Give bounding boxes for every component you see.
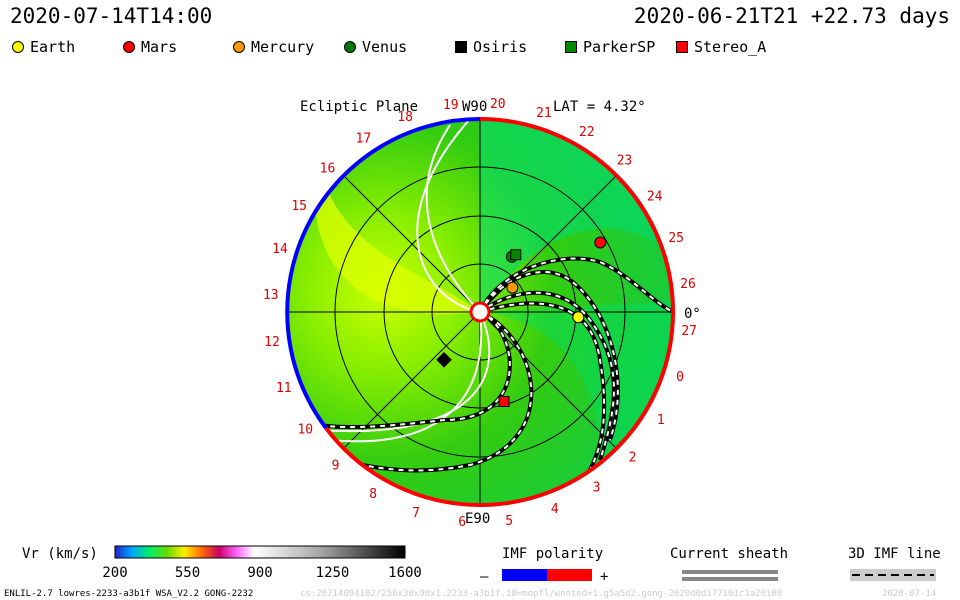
legend-parkersp-label: ParkerSP <box>583 38 656 56</box>
rotation-number-24: 24 <box>647 189 663 204</box>
rotation-number-17: 17 <box>356 131 372 146</box>
legend-osiris-label: Osiris <box>473 38 528 56</box>
earth-marker-icon <box>12 41 24 53</box>
legend-stereo-a-label: Stereo_A <box>694 38 767 56</box>
rotation-number-9: 9 <box>332 459 340 474</box>
polarity-rim-negative <box>285 117 481 430</box>
venus-marker-icon <box>344 41 356 53</box>
colorbar-tick-550: 550 <box>175 565 200 581</box>
polarity-negative-swatch <box>502 569 547 581</box>
body-mercury <box>506 281 519 294</box>
rotation-number-2: 2 <box>629 450 637 465</box>
body-stereo-a <box>498 396 510 407</box>
parkersp-marker-icon <box>565 41 577 53</box>
colorbar <box>114 545 406 559</box>
footer-middle: cs:20714094102/256x30x90x1.2233-a3b1f.18… <box>300 589 782 599</box>
osiris-marker-icon <box>455 41 467 53</box>
body-legend: Earth Mars Mercury Venus Osiris ParkerSP… <box>12 38 952 58</box>
rotation-number-12: 12 <box>264 335 280 350</box>
colorbar-tick-1250: 1250 <box>316 565 350 581</box>
rotation-number-19: 19 <box>443 98 459 113</box>
legend-mercury: Mercury <box>233 38 314 56</box>
rotation-number-21: 21 <box>536 106 552 121</box>
legend-osiris: Osiris <box>455 38 527 56</box>
polarity-positive-swatch <box>547 569 592 581</box>
legend-parkersp: ParkerSP <box>565 38 655 56</box>
body-parkersp <box>510 249 522 261</box>
zero-label: 0° <box>684 306 701 322</box>
rotation-number-14: 14 <box>272 242 288 257</box>
rotation-number-3: 3 <box>593 481 601 496</box>
legend-venus-label: Venus <box>362 38 408 56</box>
body-osiris <box>436 352 452 368</box>
rotation-numbers: 19 20212223242526270123456789101112131415… <box>263 97 697 530</box>
plane-label: Ecliptic Plane <box>300 99 418 115</box>
rotation-number-26: 26 <box>680 277 696 292</box>
mars-marker-icon <box>123 41 135 53</box>
rotation-number-22: 22 <box>579 125 595 140</box>
polarity-plus: + <box>600 569 608 585</box>
imf-line-title: 3D IMF line <box>848 546 941 562</box>
body-mars <box>594 236 607 249</box>
rotation-number-25: 25 <box>668 231 684 246</box>
body-earth <box>572 311 585 324</box>
polarity-rim-positive <box>324 117 675 508</box>
rotation-number-10: 10 <box>297 423 313 438</box>
legend-venus: Venus <box>344 38 407 56</box>
legend-earth: Earth <box>12 38 75 56</box>
imf-field-lines <box>319 119 491 443</box>
rotation-number-5: 5 <box>505 514 513 529</box>
e90-label: E90 <box>465 511 490 527</box>
left-timestamp: 2020-07-14T14:00 <box>10 4 213 28</box>
imf-polarity-title: IMF polarity <box>502 546 603 562</box>
w90-label: W90 <box>462 99 487 115</box>
colorbar-ticks: 200 550 900 1250 1600 <box>102 565 422 581</box>
rotation-number-16: 16 <box>320 162 336 177</box>
current-sheath-title: Current sheath <box>670 546 788 562</box>
rotation-number-23: 23 <box>617 154 633 169</box>
stereo-a-marker-icon <box>676 41 688 53</box>
rotation-number-8: 8 <box>369 487 377 502</box>
lat-label: LAT = 4.32° <box>553 99 646 115</box>
mercury-marker-icon <box>233 41 245 53</box>
rotation-number-15: 15 <box>291 199 307 214</box>
legend-stereo-a: Stereo_A <box>676 38 766 56</box>
imf-3d-lines-dash <box>319 257 673 472</box>
rotation-number-6: 6 <box>458 515 466 530</box>
legend-earth-label: Earth <box>30 38 76 56</box>
right-timestamp: 2020-06-21T21 +22.73 days <box>633 4 950 28</box>
rotation-number-4: 4 <box>551 502 559 517</box>
colorbar-tick-200: 200 <box>102 565 127 581</box>
rotation-number-18: 18 <box>397 110 413 125</box>
fast-stream-region <box>315 160 480 315</box>
colorbar-label: Vr (km/s) <box>22 546 98 562</box>
rotation-number-20: 20 <box>490 97 506 112</box>
legend-mars-label: Mars <box>141 38 178 56</box>
footer-right: 2020-07-14 <box>882 589 936 599</box>
legend-mercury-label: Mercury <box>251 38 315 56</box>
rotation-number-11: 11 <box>276 381 292 396</box>
rotation-number-27: 27 <box>681 324 697 339</box>
footer-left: ENLIL-2.7 lowres-2233-a3b1f WSA_V2.2 GON… <box>4 589 253 599</box>
colorbar-tick-1600: 1600 <box>388 565 422 581</box>
rotation-number-0: 0 <box>676 370 684 385</box>
rotation-number-13: 13 <box>263 288 279 303</box>
legend-mars: Mars <box>123 38 177 56</box>
polarity-minus: – <box>480 569 489 585</box>
body-markers <box>436 236 607 407</box>
colorbar-tick-900: 900 <box>247 565 272 581</box>
sun-marker <box>469 301 491 323</box>
rotation-number-7: 7 <box>412 506 420 521</box>
rotation-number-1: 1 <box>657 413 665 428</box>
